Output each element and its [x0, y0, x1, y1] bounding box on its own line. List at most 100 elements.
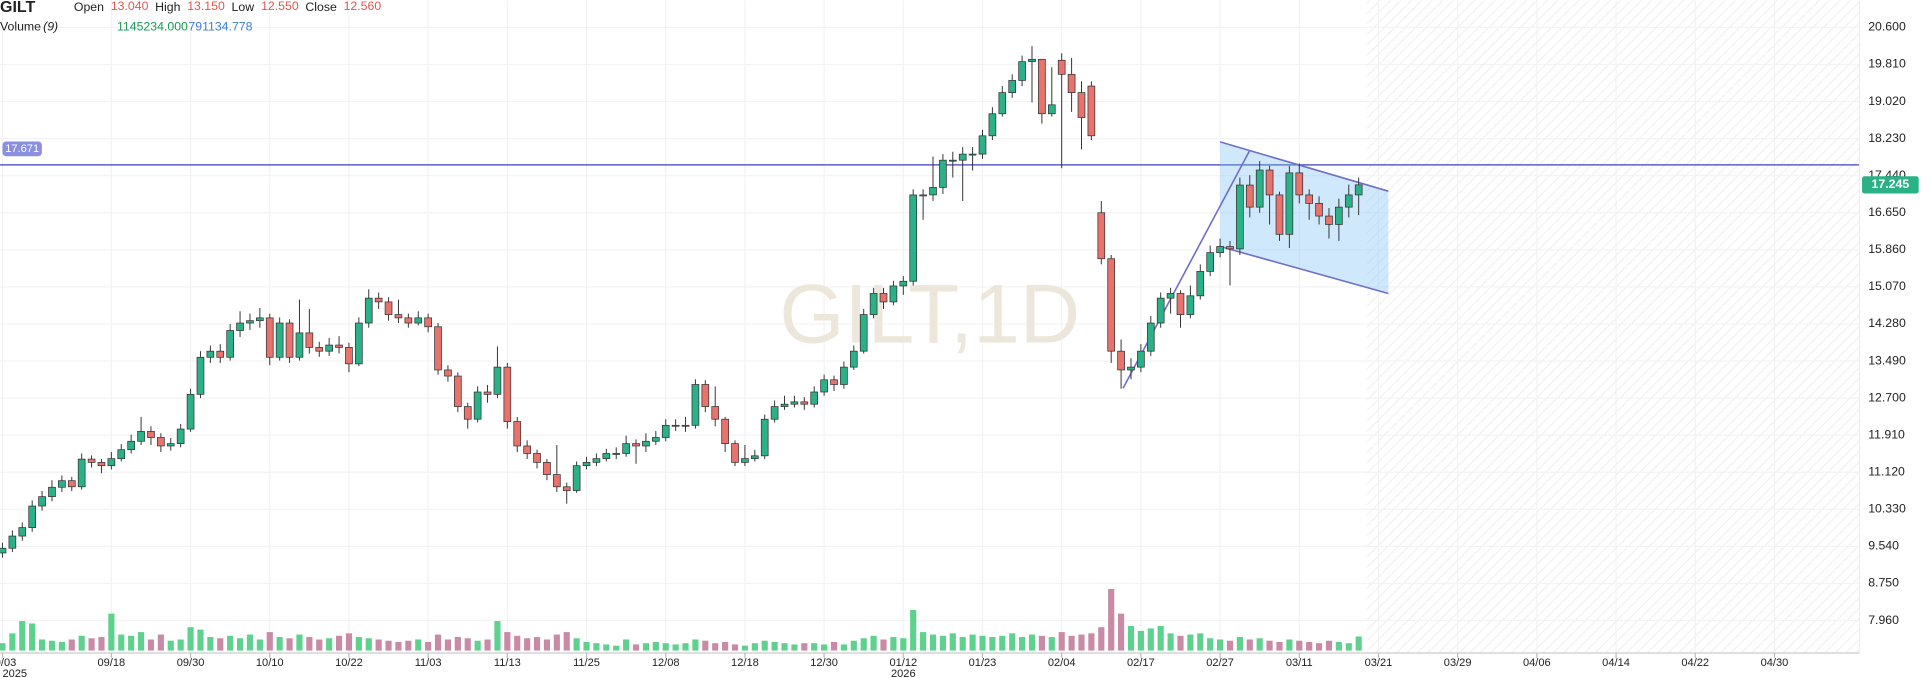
volume-bar	[434, 634, 442, 651]
candle-body	[503, 366, 512, 422]
candle-body	[701, 384, 710, 407]
candle-body	[879, 293, 888, 303]
volume-bar	[88, 638, 95, 651]
x-tick-label: 11/03	[415, 657, 442, 669]
candle-body	[285, 322, 294, 358]
volume-bar	[68, 639, 75, 651]
candle-body	[958, 153, 967, 161]
candle-body	[48, 486, 56, 498]
candle-body	[18, 527, 27, 537]
volume-bar	[48, 640, 56, 651]
hline-label: 17.671	[5, 143, 39, 155]
candle-body	[790, 401, 799, 405]
legend-value: 13.040	[111, 0, 149, 13]
candle-body	[988, 113, 997, 137]
volume-bar	[9, 633, 16, 651]
candle-body	[483, 391, 492, 395]
volume-bar	[58, 641, 65, 651]
volume-bar	[1177, 635, 1184, 651]
candle-body	[1216, 246, 1224, 254]
volume-bar	[1098, 627, 1105, 651]
volume-bar	[662, 643, 669, 651]
volume-bar	[692, 639, 699, 651]
candle-body	[1117, 350, 1125, 371]
y-tick-label: 15.860	[1868, 242, 1906, 256]
y-tick-label: 7.960	[1868, 613, 1899, 627]
candle-body	[345, 347, 353, 365]
volume-bar	[682, 643, 689, 651]
volume-bar	[1246, 639, 1253, 651]
y-tick-label: 12.700	[1868, 390, 1906, 404]
candle-body	[869, 293, 878, 315]
volume-bar	[1315, 643, 1323, 651]
volume-bar	[1355, 636, 1362, 651]
volume-bar	[246, 634, 254, 651]
candle-body	[117, 449, 126, 460]
volume-bar	[741, 645, 748, 651]
x-tick-label: 01/12	[889, 657, 917, 669]
candle-body	[166, 443, 175, 447]
volume-bar	[365, 638, 372, 651]
candle-body	[553, 474, 561, 488]
candle-body	[1206, 252, 1215, 272]
candle-body	[325, 344, 333, 352]
candle-body	[67, 480, 76, 488]
candle-body	[1077, 92, 1086, 118]
volume-bar	[256, 639, 263, 651]
volume-bar	[197, 629, 204, 651]
candle-body	[1067, 73, 1076, 94]
volume-bar	[128, 635, 135, 651]
candle-body	[849, 350, 858, 368]
volume-bar	[900, 638, 907, 651]
volume-bar	[910, 609, 917, 651]
candle-body	[939, 159, 947, 188]
candle-body	[1097, 212, 1106, 260]
candle-body	[444, 369, 452, 377]
candle-body	[523, 445, 531, 454]
candle-body	[335, 344, 343, 348]
volume-bar	[137, 632, 145, 651]
volume-bar	[177, 639, 184, 651]
symbol: GILT	[0, 0, 35, 16]
candle-body	[434, 326, 442, 371]
volume-bar	[959, 637, 966, 651]
volume-bar	[969, 634, 976, 651]
candle-body	[1018, 61, 1026, 81]
volume-bar	[1127, 625, 1135, 651]
volume-bar	[1187, 634, 1194, 651]
candle-body	[454, 375, 462, 407]
y-tick-label: 8.750	[1868, 576, 1899, 590]
candle-body	[157, 437, 165, 447]
volume-bar	[979, 635, 986, 651]
volume-bar	[504, 632, 511, 651]
candle-body	[355, 322, 363, 365]
volume-bar	[583, 641, 590, 651]
y-tick-label: 19.020	[1868, 94, 1906, 108]
volume-bar	[722, 641, 729, 651]
candle-body	[305, 332, 314, 348]
candle-body	[1057, 59, 1066, 75]
volume-bar	[929, 634, 937, 651]
legend-label: High	[155, 0, 180, 14]
candle-body	[562, 486, 571, 491]
year-label: 2026	[891, 668, 916, 678]
y-tick-label: 11.120	[1868, 464, 1905, 478]
candle-body	[652, 437, 660, 442]
volume-bar	[801, 643, 808, 651]
volume-bar	[1306, 641, 1313, 651]
candle-body	[889, 285, 898, 303]
candle-body	[275, 322, 284, 358]
candle-body	[1245, 184, 1254, 208]
volume-bar	[999, 635, 1006, 651]
x-tick-label: 04/30	[1761, 657, 1789, 669]
candle-body	[1255, 169, 1264, 208]
candle-body	[256, 317, 264, 322]
volume-bar	[890, 637, 897, 651]
candle-body	[899, 280, 908, 287]
candle-body	[919, 194, 927, 197]
volume-bar	[553, 634, 560, 651]
candle-body	[810, 391, 819, 405]
volume-bar	[989, 637, 996, 651]
candle-body	[731, 443, 739, 463]
